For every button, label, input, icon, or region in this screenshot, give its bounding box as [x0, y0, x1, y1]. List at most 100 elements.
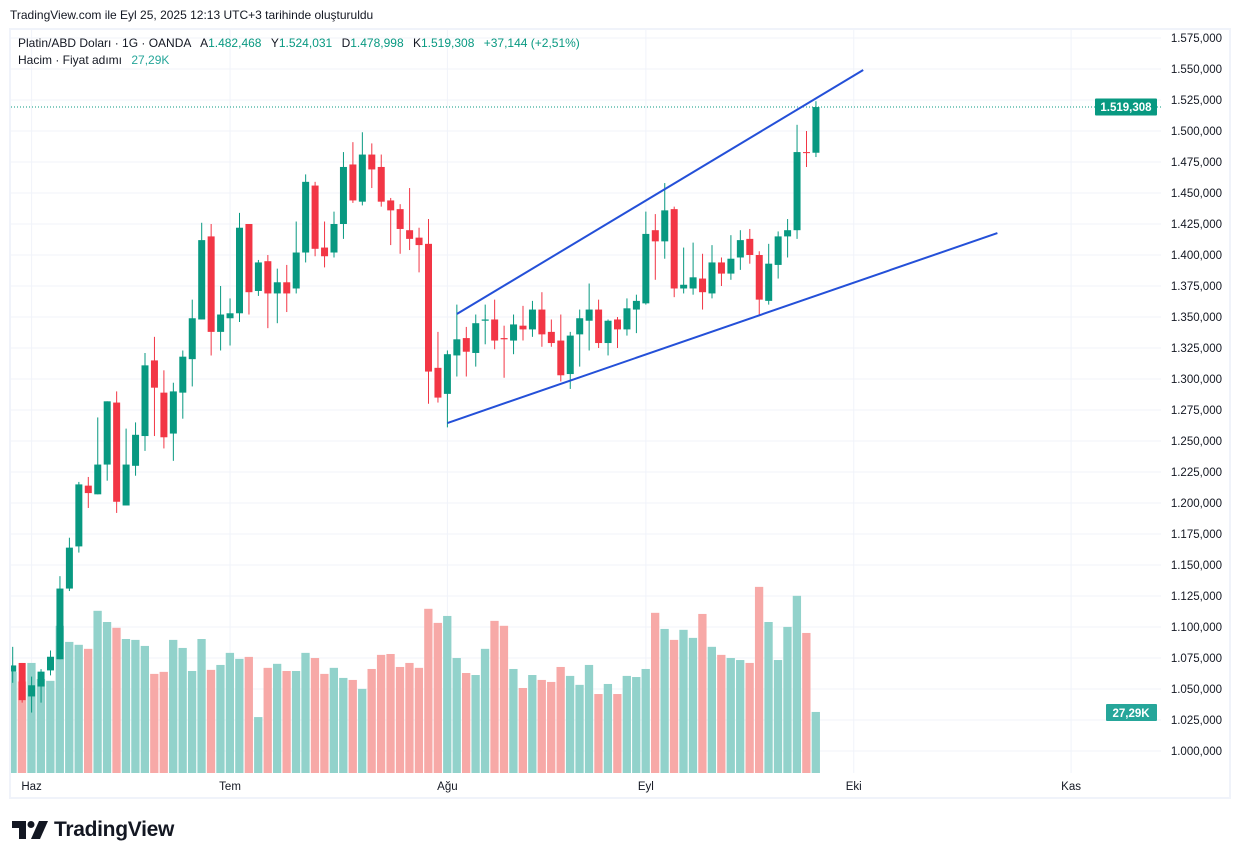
volume-bar [225, 652, 235, 773]
volume-bar [301, 652, 310, 773]
volume-bar [235, 658, 244, 773]
volume-bar [717, 654, 726, 773]
volume-bar [584, 664, 594, 773]
price-tick-label: 1.250,000 [1171, 436, 1222, 448]
price-tick-label: 1.500,000 [1171, 126, 1222, 138]
price-tick-label: 1.550,000 [1171, 64, 1222, 76]
candle-body [169, 391, 177, 434]
high-value: 1.524,031 [278, 36, 333, 50]
volume-bar [206, 669, 216, 773]
candle-down [670, 206, 678, 298]
candle-down [415, 227, 423, 273]
candle-body [94, 464, 102, 495]
volume-bar [405, 662, 414, 773]
candle-body [472, 323, 480, 353]
candle-up [188, 299, 196, 387]
price-tick-label: 1.350,000 [1171, 312, 1222, 324]
volume-bar [547, 681, 556, 773]
volume-bar [575, 684, 584, 773]
symbol-title[interactable]: Platin/ABD Doları · 1G · OANDA [18, 36, 191, 50]
candle-body [642, 233, 650, 304]
upper-channel-trendline[interactable] [456, 69, 864, 315]
volume-bar [46, 680, 55, 773]
trendlines[interactable] [11, 69, 1161, 424]
candle-up [292, 221, 300, 294]
candle-down [396, 204, 404, 254]
volume-bar [509, 668, 518, 773]
open-value: 1.482,468 [208, 36, 262, 50]
candle-up [132, 422, 140, 476]
price-tick-label: 1.275,000 [1171, 405, 1222, 417]
candle-body [595, 309, 603, 344]
candle-up [689, 242, 697, 295]
lower-channel-trendline[interactable] [447, 232, 998, 424]
candle-body [311, 185, 319, 249]
volume-bars [11, 586, 820, 773]
candle-body [736, 240, 744, 258]
candle-body [56, 588, 64, 660]
volume-bar [490, 620, 499, 773]
candle-down [434, 331, 442, 403]
candle-body [604, 320, 612, 344]
chart-created-caption: TradingView.com ile Eyl 25, 2025 12:13 U… [10, 8, 374, 22]
candle-up [708, 245, 716, 299]
volume-bar [263, 667, 272, 773]
candle-body [368, 154, 376, 170]
candle-up [510, 314, 518, 355]
candle-body [614, 319, 621, 330]
volume-bar [36, 679, 46, 773]
volume-indicator-title[interactable]: Hacim · Fiyat adımı [18, 53, 123, 67]
time-axis[interactable]: Haz Tem Ağu Eyl Eki Kas [21, 781, 1081, 793]
candle-down [803, 131, 810, 167]
candle-body [358, 154, 366, 202]
volume-bar [556, 666, 565, 773]
candle-body [566, 335, 574, 375]
candle-up [141, 352, 149, 451]
candle-down [311, 181, 319, 257]
candle-body [557, 340, 565, 376]
candle-body [198, 240, 206, 320]
candle-body [689, 277, 697, 289]
candle-body [132, 434, 140, 466]
volume-bar [376, 654, 386, 773]
price-axis[interactable]: 1.575,000 1.550,000 1.525,000 1.500,000 1.47… [1171, 33, 1222, 758]
volume-bar [499, 625, 509, 773]
volume-bar [698, 613, 707, 773]
volume-bar [792, 595, 802, 773]
volume-bar [159, 671, 168, 773]
candle-down [491, 299, 499, 350]
volume-bar [528, 675, 537, 773]
tradingview-logo[interactable]: TradingView [12, 818, 174, 842]
legend-price-row: Platin/ABD Doları · 1G · OANDA A1.482,46… [18, 35, 580, 52]
volume-bar [707, 646, 716, 773]
volume-bar [102, 621, 112, 773]
candle-up [75, 481, 83, 553]
volume-bar [65, 641, 74, 773]
candle-body [632, 300, 640, 310]
volume-bar [150, 673, 159, 773]
candle-body [150, 360, 158, 388]
candle-down [519, 305, 527, 341]
candle-up [765, 243, 773, 305]
volume-bar [736, 660, 745, 773]
candle-up [604, 319, 612, 356]
last-price-label: 1.519,308 [1100, 102, 1152, 114]
volume-bar [11, 671, 17, 773]
volume-bar [55, 625, 64, 773]
candle-down [368, 143, 376, 189]
volume-bar [462, 673, 471, 773]
volume-bar [537, 679, 546, 773]
candle-body [254, 262, 262, 291]
volume-bar [131, 639, 140, 773]
price-tick-label: 1.125,000 [1171, 591, 1222, 603]
candle-down [462, 326, 470, 377]
volume-bar [594, 694, 603, 773]
time-tick-label: Eki [846, 781, 862, 793]
candle-body [765, 263, 773, 301]
time-tick-label: Eyl [638, 781, 654, 793]
volume-bar [764, 621, 773, 773]
candle-body [680, 284, 688, 289]
candle-down [500, 325, 508, 378]
chart-frame [9, 28, 1231, 799]
